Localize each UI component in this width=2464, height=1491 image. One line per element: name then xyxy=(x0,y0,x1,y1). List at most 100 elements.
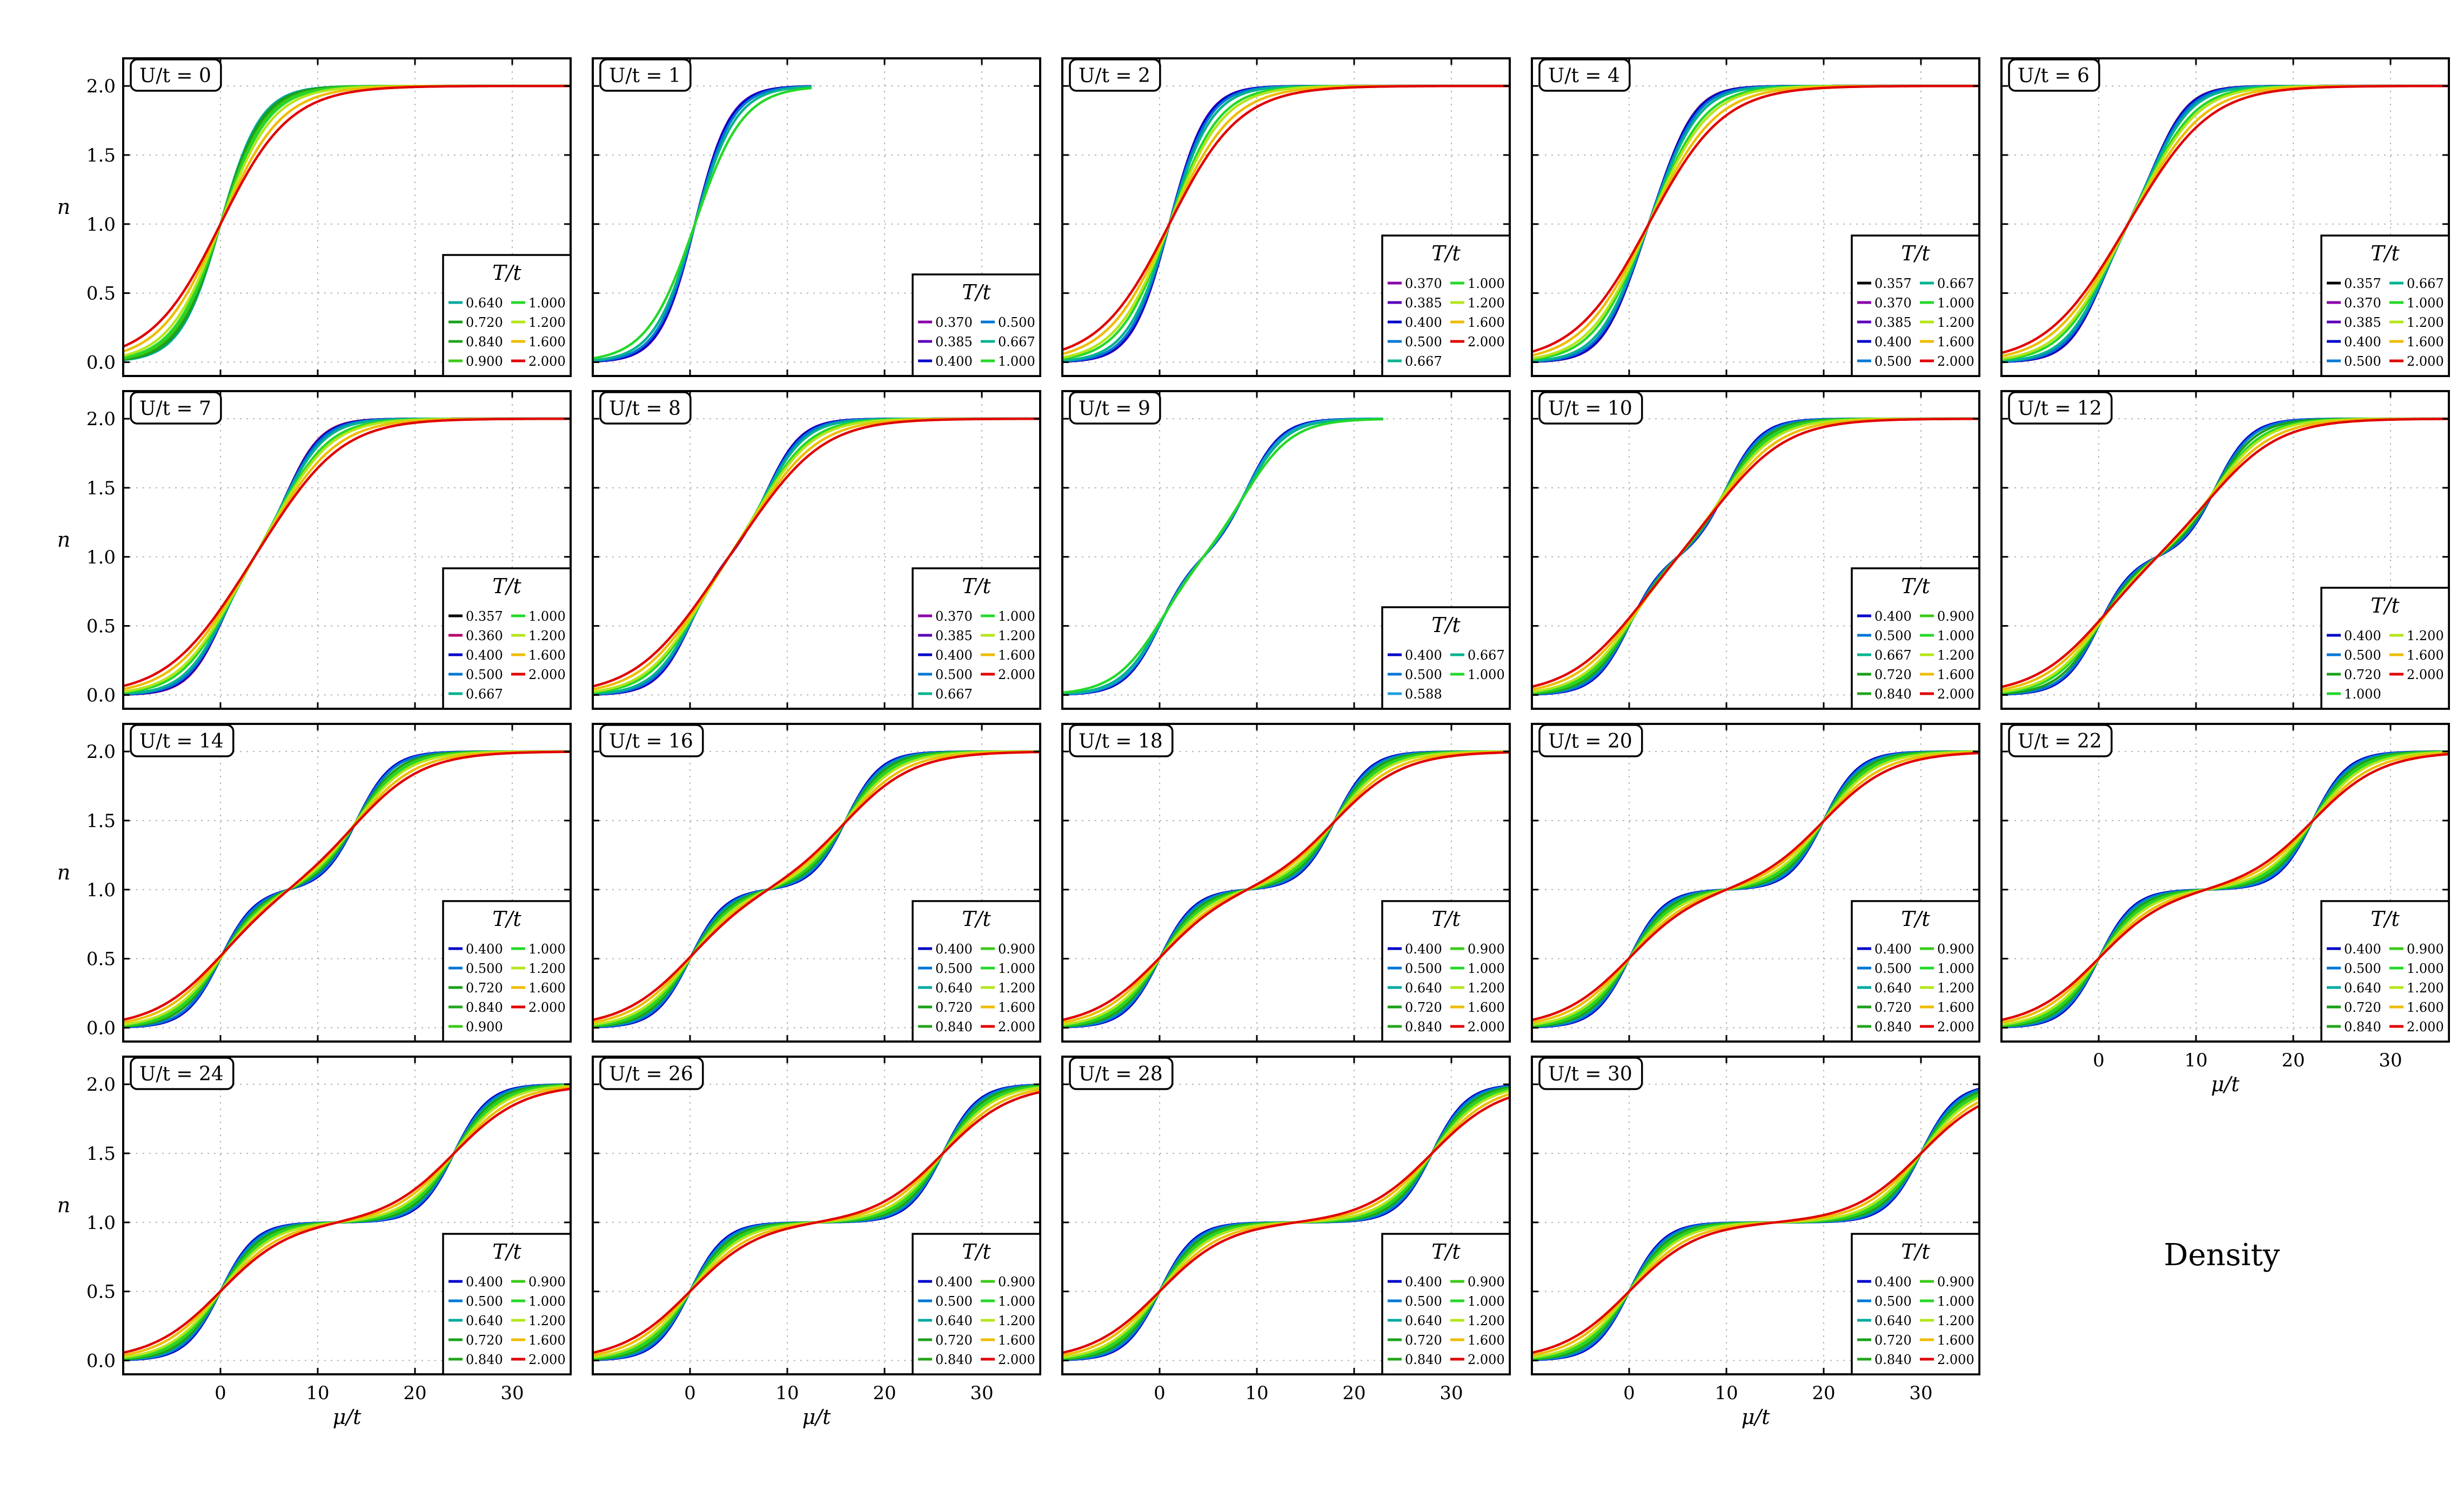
legend-label: 1.000 xyxy=(1468,961,1505,976)
legend-box xyxy=(912,900,1041,1043)
legend-label: 0.500 xyxy=(1405,667,1442,682)
series-line-T2_000 xyxy=(123,84,571,348)
plot-frame xyxy=(122,390,572,710)
plot-frame xyxy=(2000,723,2450,1043)
legend-label: 1.600 xyxy=(1937,1000,1974,1015)
legend-label: 0.385 xyxy=(935,334,973,350)
legend-label: 0.900 xyxy=(1468,1274,1505,1289)
legend-label: 0.400 xyxy=(466,1274,503,1289)
legend-label: 0.500 xyxy=(1405,961,1442,976)
legend-label: 1.000 xyxy=(1468,276,1505,291)
legend-title: T/t xyxy=(1431,241,1461,265)
legend-label: 0.667 xyxy=(1937,276,1974,291)
panel-title: U/t = 28 xyxy=(1079,1063,1163,1085)
x-axis-label: μ/t xyxy=(1742,1405,1770,1429)
legend-label: 0.667 xyxy=(998,334,1035,350)
series-line-T1_600 xyxy=(1532,751,1979,1024)
series-group xyxy=(2001,417,2449,696)
panel-title-box xyxy=(1538,58,1631,92)
legend-box xyxy=(442,567,572,710)
panel-title-box xyxy=(130,1057,235,1090)
x-tick-label: 0 xyxy=(1623,1382,1635,1404)
legend-box xyxy=(442,254,572,377)
legend-box xyxy=(1381,900,1511,1043)
density-panel: U/t = 4 T/t 0.357 0.370 0.385 0.400 0.500 0.667… xyxy=(1531,57,1980,377)
series-line-T2_000 xyxy=(593,417,1040,688)
legend-label: 0.840 xyxy=(466,1000,503,1015)
plot-frame xyxy=(1531,57,1980,377)
legend-label: 0.667 xyxy=(1405,354,1442,369)
y-axis-label: n xyxy=(57,1193,70,1217)
x-tick-label: 20 xyxy=(2281,1050,2305,1071)
series-group xyxy=(123,750,571,1029)
legend-label: 0.500 xyxy=(1405,334,1442,350)
legend: T/t 0.400 0.500 0.720 0.840 0.900 1.000 1.200 1.… xyxy=(442,900,572,1043)
density-panel: U/t = 12 T/t 0.400 0.500 0.720 1.000 1.200 1.60… xyxy=(2000,390,2450,710)
y-tick-label: 1.0 xyxy=(86,547,116,568)
series-group xyxy=(1532,417,1979,696)
legend-box xyxy=(1851,567,1980,710)
density-panel: U/t = 2 T/t 0.370 0.385 0.400 0.500 0.667 1.000… xyxy=(1061,57,1511,377)
legend-label: 0.500 xyxy=(998,315,1035,330)
legend-label: 2.000 xyxy=(528,1000,566,1015)
x-tick-label: 30 xyxy=(500,1382,524,1404)
legend-label: 0.370 xyxy=(935,609,973,624)
legend-label: 0.667 xyxy=(1874,648,1912,663)
x-tick-label: 0 xyxy=(215,1382,226,1404)
panel-title: U/t = 4 xyxy=(1548,65,1620,87)
legend-label: 1.600 xyxy=(528,648,566,663)
legend-label: 0.500 xyxy=(935,667,973,682)
panel-title: U/t = 24 xyxy=(139,1063,224,1085)
legend-label: 0.500 xyxy=(466,1294,503,1309)
legend-label: 0.900 xyxy=(466,1019,503,1035)
legend-label: 0.500 xyxy=(1874,961,1912,976)
panel-title: U/t = 7 xyxy=(139,398,211,420)
legend-label: 1.600 xyxy=(528,1333,566,1348)
legend-label: 0.667 xyxy=(466,687,503,702)
legend-label: 1.000 xyxy=(1937,295,1974,311)
density-panel: U/t = 16 T/t 0.400 0.500 0.640 0.720 0.840 0.90… xyxy=(592,723,1041,1043)
legend-label: 0.840 xyxy=(1405,1352,1442,1367)
panel-title: U/t = 12 xyxy=(2018,398,2102,420)
legend: T/t 0.400 0.500 0.640 0.720 0.840 0.900 1.000 1.… xyxy=(1381,900,1511,1043)
legend-label: 1.000 xyxy=(528,609,566,624)
legend-label: 0.400 xyxy=(1874,334,1912,350)
series-line-T1_200 xyxy=(1062,750,1510,1026)
legend-label: 0.840 xyxy=(935,1019,973,1035)
legend-label: 2.000 xyxy=(1937,687,1974,702)
density-panel: 0 10 20 30 μ/t U/t = 26 T/t 0.400 0.500 0.640 0.72… xyxy=(592,1056,1041,1429)
panel-title: U/t = 14 xyxy=(139,730,224,753)
legend-label: 0.400 xyxy=(466,648,503,663)
series-group xyxy=(2001,750,2449,1029)
legend-label: 1.600 xyxy=(2407,334,2444,350)
panel-grid: 0.0 0.5 1.0 1.5 2.0 n U/t = 0 T/t 0.640 0.720 0.84… xyxy=(57,57,2450,1429)
series-line-T1_200 xyxy=(593,750,1040,1026)
series-group xyxy=(1062,750,1510,1029)
x-tick-label: 20 xyxy=(873,1382,896,1404)
legend-label: 0.400 xyxy=(2344,628,2381,643)
legend: T/t 0.400 0.500 0.667 0.720 0.840 0.900 1.000 1.… xyxy=(1851,567,1980,710)
legend-label: 1.200 xyxy=(1468,980,1505,996)
legend-label: 0.400 xyxy=(2344,334,2381,350)
legend: T/t 0.400 0.500 0.640 0.720 0.840 0.900 1.000 1.… xyxy=(912,900,1041,1043)
series-group xyxy=(123,84,571,361)
legend-label: 2.000 xyxy=(528,667,566,682)
legend-box xyxy=(442,1233,572,1375)
legend-label: 0.400 xyxy=(935,648,973,663)
legend-label: 0.900 xyxy=(1937,1274,1974,1289)
series-group xyxy=(1532,84,1979,363)
panel-title-box xyxy=(2008,58,2100,92)
legend: T/t 0.370 0.385 0.400 0.500 0.667 1.000 1.200 1.… xyxy=(1381,234,1511,377)
legend-label: 1.200 xyxy=(998,980,1035,996)
legend-label: 0.400 xyxy=(1874,609,1912,624)
legend-title: T/t xyxy=(1901,241,1930,265)
panel-title-box xyxy=(2008,724,2113,757)
y-tick-label: 0.5 xyxy=(86,616,116,637)
legend-label: 0.667 xyxy=(935,687,973,702)
legend-label: 1.200 xyxy=(1468,295,1505,311)
x-tick-label: 10 xyxy=(2184,1050,2207,1071)
plot-frame xyxy=(1531,1056,1980,1375)
legend-label: 2.000 xyxy=(2407,354,2444,369)
legend-label: 1.000 xyxy=(998,1294,1035,1309)
series-group xyxy=(1062,417,1384,696)
